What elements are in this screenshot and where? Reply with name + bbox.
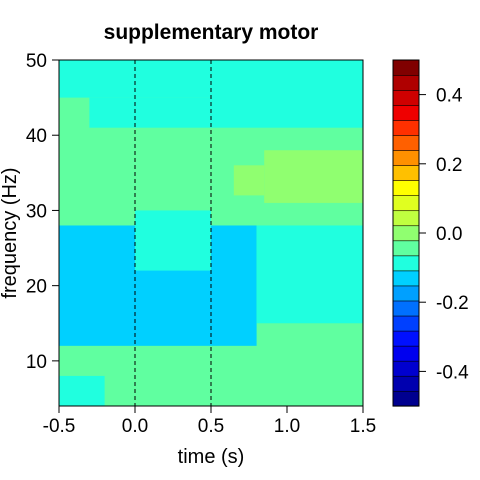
colorbar-swatch: [392, 104, 420, 121]
heatmap-region: [211, 90, 363, 128]
heatmap-region: [59, 375, 105, 406]
colorbar-swatch: [392, 119, 420, 136]
colorbar-swatch: [392, 375, 420, 392]
y-tick-label: 30: [26, 201, 47, 222]
colorbar: -0.4 -0.2 0.0 0.2 0.4: [392, 59, 469, 407]
colorbar-tick-label: 0.2: [436, 155, 462, 176]
colorbar-swatch: [392, 255, 420, 272]
y-tick-label: 40: [26, 126, 47, 147]
colorbar-swatch: [392, 74, 420, 91]
colorbar-swatch: [392, 315, 420, 332]
x-tick-label: 1.0: [274, 416, 300, 437]
x-tick-label: 1.5: [350, 416, 376, 437]
colorbar-tick-label: -0.2: [436, 293, 469, 314]
colorbar-swatch: [392, 165, 420, 181]
colorbar-swatch: [392, 300, 420, 317]
colorbar-swatch: [392, 180, 420, 196]
x-tick-label: 0.5: [198, 416, 224, 437]
colorbar-swatch: [392, 390, 420, 407]
colorbar-swatch: [392, 360, 420, 377]
colorbar-swatch: [392, 285, 420, 302]
colorbar-swatch: [392, 59, 420, 76]
colorbar-swatch: [392, 270, 420, 287]
colorbar-swatch: [392, 134, 420, 151]
y-tick-label: 20: [26, 277, 47, 298]
heatmap-region: [233, 165, 265, 196]
heatmap-region: [89, 97, 211, 128]
chart-title: supplementary motor: [104, 21, 319, 44]
plot-area: -0.5 0.0 0.5 1.0 1.5 10 20 30 40 50: [26, 51, 376, 437]
colorbar-swatch: [392, 195, 420, 212]
colorbar-tick-label: -0.4: [436, 362, 469, 383]
colorbar-swatch: [392, 149, 420, 166]
colorbar-swatch: [392, 210, 420, 227]
colorbar-swatch: [392, 89, 420, 106]
y-axis-label: frequency (Hz): [0, 167, 21, 298]
colorbar-swatch: [392, 330, 420, 347]
x-tick-label: 0.0: [122, 416, 148, 437]
x-axis-label: time (s): [178, 446, 245, 468]
colorbar-swatch: [392, 345, 420, 362]
colorbar-swatch: [392, 240, 420, 257]
y-tick-label: 10: [26, 352, 47, 373]
colorbar-swatch: [392, 225, 420, 242]
heatmap-region: [135, 210, 211, 271]
heatmap-region: [256, 225, 363, 324]
colorbar-tick-label: 0.0: [436, 224, 462, 245]
y-tick-label: 50: [26, 51, 47, 72]
heatmap-region: [264, 150, 363, 203]
x-tick-label: -0.5: [43, 416, 76, 437]
colorbar-tick-label: 0.4: [436, 86, 463, 107]
